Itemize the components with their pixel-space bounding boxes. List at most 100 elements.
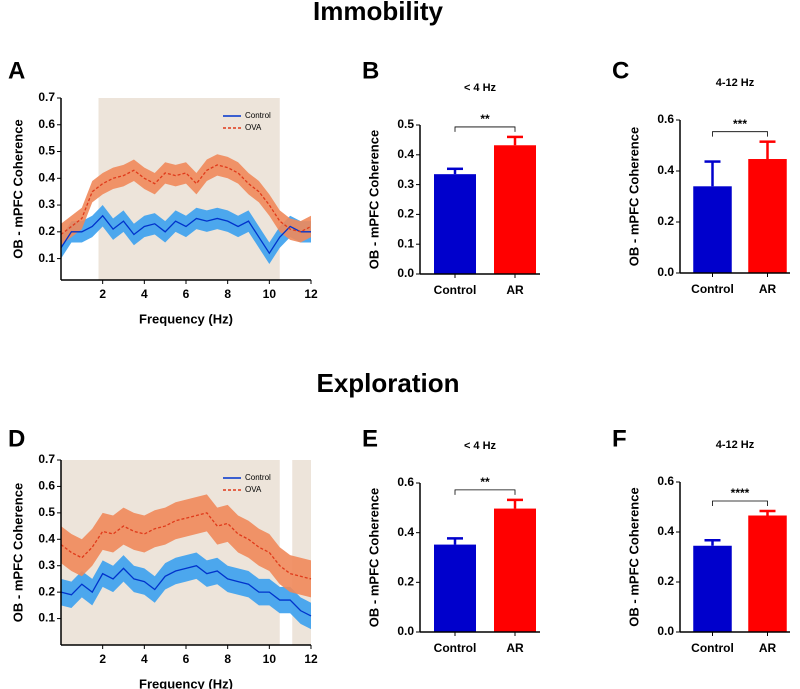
y-tick-label: 0.2 xyxy=(397,575,414,589)
y-tick-label: 0.7 xyxy=(38,90,55,104)
panel-letter: F xyxy=(612,425,627,452)
x-axis-label: Frequency (Hz) xyxy=(139,311,233,326)
bar xyxy=(748,515,787,632)
bar xyxy=(748,159,787,273)
legend-label: Control xyxy=(245,473,271,482)
x-tick-label: Control xyxy=(691,282,734,296)
x-tick-label: 12 xyxy=(304,652,318,666)
y-tick-label: 0.6 xyxy=(38,117,55,131)
y-axis-label: OB - mPFC Coherence xyxy=(626,487,641,626)
legend-label: OVA xyxy=(245,485,262,494)
bar xyxy=(693,545,732,632)
y-tick-label: 0.6 xyxy=(657,112,674,126)
x-tick-label: 6 xyxy=(183,287,190,301)
subtitle: 4-12 Hz xyxy=(716,439,755,451)
legend-label: Control xyxy=(245,111,271,120)
y-tick-label: 0.6 xyxy=(38,479,55,493)
error-band xyxy=(61,154,311,246)
y-axis-label: OB - mPFC Coherence xyxy=(626,127,641,266)
x-tick-label: 2 xyxy=(99,652,106,666)
y-tick-label: 0.4 xyxy=(397,147,414,161)
y-tick-label: 0.4 xyxy=(657,163,674,177)
x-tick-label: AR xyxy=(506,283,524,297)
bar xyxy=(434,174,476,274)
bar xyxy=(693,186,732,273)
panel-letter: E xyxy=(362,425,378,452)
x-tick-label: 10 xyxy=(263,287,277,301)
y-tick-label: 0.4 xyxy=(38,170,55,184)
y-tick-label: 0.0 xyxy=(397,624,414,638)
significance-bracket xyxy=(712,131,768,137)
bar xyxy=(494,145,536,274)
panel-letter: A xyxy=(8,57,25,84)
y-tick-label: 0.4 xyxy=(397,525,414,539)
y-tick-label: 0.1 xyxy=(38,611,55,625)
significance-bracket xyxy=(454,489,516,495)
x-tick-label: 6 xyxy=(183,652,190,666)
y-tick-label: 0.2 xyxy=(657,574,674,588)
section-title: Immobility xyxy=(313,0,444,26)
x-tick-label: AR xyxy=(759,282,777,296)
y-tick-label: 0.2 xyxy=(657,214,674,228)
y-axis-label: OB - mPFC Coherence xyxy=(366,130,381,269)
x-tick-label: Control xyxy=(691,641,734,655)
y-tick-label: 0.3 xyxy=(397,177,414,191)
y-tick-label: 0.7 xyxy=(38,452,55,466)
x-tick-label: 8 xyxy=(224,652,231,666)
y-tick-label: 0.1 xyxy=(397,236,414,250)
panel-letter: B xyxy=(362,57,379,84)
y-tick-label: 0.6 xyxy=(657,474,674,488)
section-title: Exploration xyxy=(316,368,459,398)
subtitle: 4-12 Hz xyxy=(716,77,755,89)
subtitle: < 4 Hz xyxy=(464,82,497,94)
x-tick-label: AR xyxy=(759,641,777,655)
error-band xyxy=(61,552,311,630)
x-tick-label: 4 xyxy=(141,287,148,301)
bar xyxy=(434,544,476,632)
subtitle: < 4 Hz xyxy=(464,440,497,452)
y-tick-label: 0.0 xyxy=(397,266,414,280)
x-tick-label: 8 xyxy=(224,287,231,301)
y-axis-label: OB - mPFC Coherence xyxy=(10,119,25,258)
x-tick-label: 12 xyxy=(304,287,318,301)
x-tick-label: 4 xyxy=(141,652,148,666)
significance-bracket xyxy=(454,126,516,132)
y-tick-label: 0.2 xyxy=(38,224,55,238)
y-tick-label: 0.5 xyxy=(38,505,55,519)
x-tick-label: 2 xyxy=(99,287,106,301)
x-axis-label: Frequency (Hz) xyxy=(139,676,233,689)
error-band xyxy=(61,494,311,598)
series-line xyxy=(60,214,311,255)
error-band xyxy=(61,205,311,264)
significance-label: *** xyxy=(733,117,747,131)
y-tick-label: 0.1 xyxy=(38,251,55,265)
y-tick-label: 0.4 xyxy=(657,524,674,538)
y-axis-label: OB - mPFC Coherence xyxy=(366,488,381,627)
panel-letter: C xyxy=(612,57,629,84)
significance-label: ** xyxy=(480,475,490,489)
y-tick-label: 0.6 xyxy=(397,475,414,489)
y-tick-label: 0.3 xyxy=(38,558,55,572)
y-tick-label: 0.5 xyxy=(38,144,55,158)
series-line xyxy=(60,512,312,580)
y-tick-label: 0.5 xyxy=(397,117,414,131)
bar xyxy=(494,508,536,632)
significance-label: ** xyxy=(480,112,490,126)
legend-label: OVA xyxy=(245,123,262,132)
x-tick-label: 10 xyxy=(263,652,277,666)
y-tick-label: 0.4 xyxy=(38,531,55,545)
x-tick-label: Control xyxy=(434,283,477,297)
x-tick-label: AR xyxy=(506,641,524,655)
significance-bracket xyxy=(712,500,768,506)
panel-letter: D xyxy=(8,425,25,452)
x-tick-label: Control xyxy=(434,641,477,655)
y-tick-label: 0.3 xyxy=(38,197,55,211)
y-tick-label: 0.2 xyxy=(397,207,414,221)
y-tick-label: 0.0 xyxy=(657,624,674,638)
significance-label: **** xyxy=(731,486,750,500)
y-tick-label: 0.0 xyxy=(657,265,674,279)
y-tick-label: 0.2 xyxy=(38,584,55,598)
series-line xyxy=(60,565,312,617)
y-axis-label: OB - mPFC Coherence xyxy=(10,483,25,622)
